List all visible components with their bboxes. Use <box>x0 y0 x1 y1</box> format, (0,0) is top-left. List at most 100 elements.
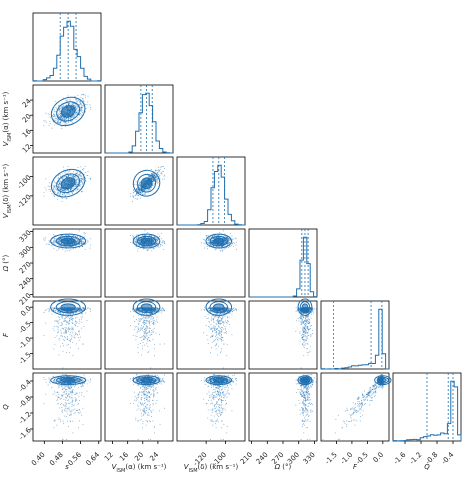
sample-point <box>78 167 79 168</box>
sample-point <box>81 103 82 104</box>
sample-point <box>76 182 77 183</box>
sample-point <box>217 235 218 236</box>
sample-point <box>158 167 159 168</box>
sample-point <box>59 319 60 320</box>
sample-point <box>88 241 89 242</box>
sample-point <box>56 321 57 322</box>
sample-point <box>72 322 73 323</box>
sample-point <box>226 237 227 238</box>
sample-point <box>64 124 65 125</box>
y-tick-label-F-3: 0.0 <box>19 304 33 318</box>
sample-point <box>85 249 86 250</box>
sample-point <box>71 311 72 312</box>
sample-point <box>147 232 148 233</box>
sample-point <box>58 241 59 242</box>
sample-point <box>59 187 60 188</box>
sample-point <box>78 309 79 310</box>
sample-point <box>232 243 233 244</box>
sample-point <box>164 176 165 177</box>
sample-point <box>70 118 71 119</box>
sample-point <box>54 248 55 249</box>
sample-point <box>84 232 85 233</box>
sample-point <box>85 244 86 245</box>
density-contour <box>141 238 152 244</box>
y-tick-label-va-0: 12 <box>21 143 33 155</box>
sample-point <box>83 106 84 107</box>
sample-point <box>61 190 62 191</box>
sample-point <box>164 241 165 242</box>
sample-point <box>82 242 83 243</box>
sample-point <box>154 180 155 181</box>
sample-point <box>66 322 67 323</box>
sample-point <box>64 336 65 337</box>
sample-point <box>81 115 82 116</box>
sample-point <box>55 101 56 102</box>
sample-point <box>146 246 147 247</box>
sample-point <box>68 104 69 105</box>
sample-point <box>71 335 72 336</box>
sample-point <box>68 189 69 190</box>
sample-point <box>65 118 66 119</box>
sample-point <box>64 120 65 121</box>
sample-point <box>61 128 62 129</box>
sample-point <box>81 241 82 242</box>
sample-point <box>54 196 55 197</box>
sample-point <box>81 111 82 112</box>
sample-point <box>78 180 79 181</box>
sample-point <box>82 246 83 247</box>
sample-point <box>65 189 66 190</box>
sample-point <box>54 125 55 126</box>
sample-point <box>151 178 152 179</box>
sample-point <box>60 174 61 175</box>
sample-point <box>66 198 67 199</box>
panel-F-va <box>105 299 173 369</box>
sample-point <box>140 243 141 244</box>
sample-point <box>68 314 69 315</box>
sample-point <box>73 248 74 249</box>
sample-point <box>86 181 87 182</box>
sample-point <box>49 311 50 312</box>
sample-point <box>156 180 157 181</box>
sample-point <box>71 329 72 330</box>
sample-point <box>163 166 164 167</box>
sample-point <box>75 321 76 322</box>
sample-point <box>79 175 80 176</box>
sample-point <box>227 237 228 238</box>
sample-point <box>136 241 137 242</box>
sample-point <box>236 242 237 243</box>
sample-point <box>84 234 85 235</box>
sample-point <box>72 318 73 319</box>
sample-point <box>71 117 72 118</box>
sample-point <box>228 241 229 242</box>
sample-point <box>137 237 138 238</box>
sample-point <box>160 246 161 247</box>
sample-point <box>135 240 136 241</box>
sample-point <box>159 236 160 237</box>
sample-point <box>80 173 81 174</box>
sample-point <box>151 174 152 175</box>
sample-point <box>54 326 55 327</box>
sample-point <box>74 337 75 338</box>
sample-point <box>225 240 226 241</box>
panel-vd-vd <box>177 157 245 225</box>
sample-point <box>76 239 77 240</box>
sample-point <box>234 243 235 244</box>
sample-point <box>74 324 75 325</box>
sample-point <box>65 251 66 252</box>
sample-point <box>81 317 82 318</box>
sample-point <box>85 104 86 105</box>
sample-point <box>218 244 219 245</box>
sample-point <box>69 103 70 104</box>
sample-point <box>54 243 55 244</box>
sample-point <box>151 243 152 244</box>
sample-point <box>79 319 80 320</box>
sample-point <box>132 201 133 202</box>
sample-point <box>62 336 63 337</box>
sample-point <box>76 180 77 181</box>
sample-point <box>79 323 80 324</box>
sample-point <box>56 108 57 109</box>
sample-point <box>76 186 77 187</box>
sample-point <box>83 177 84 178</box>
sample-point <box>54 187 55 188</box>
